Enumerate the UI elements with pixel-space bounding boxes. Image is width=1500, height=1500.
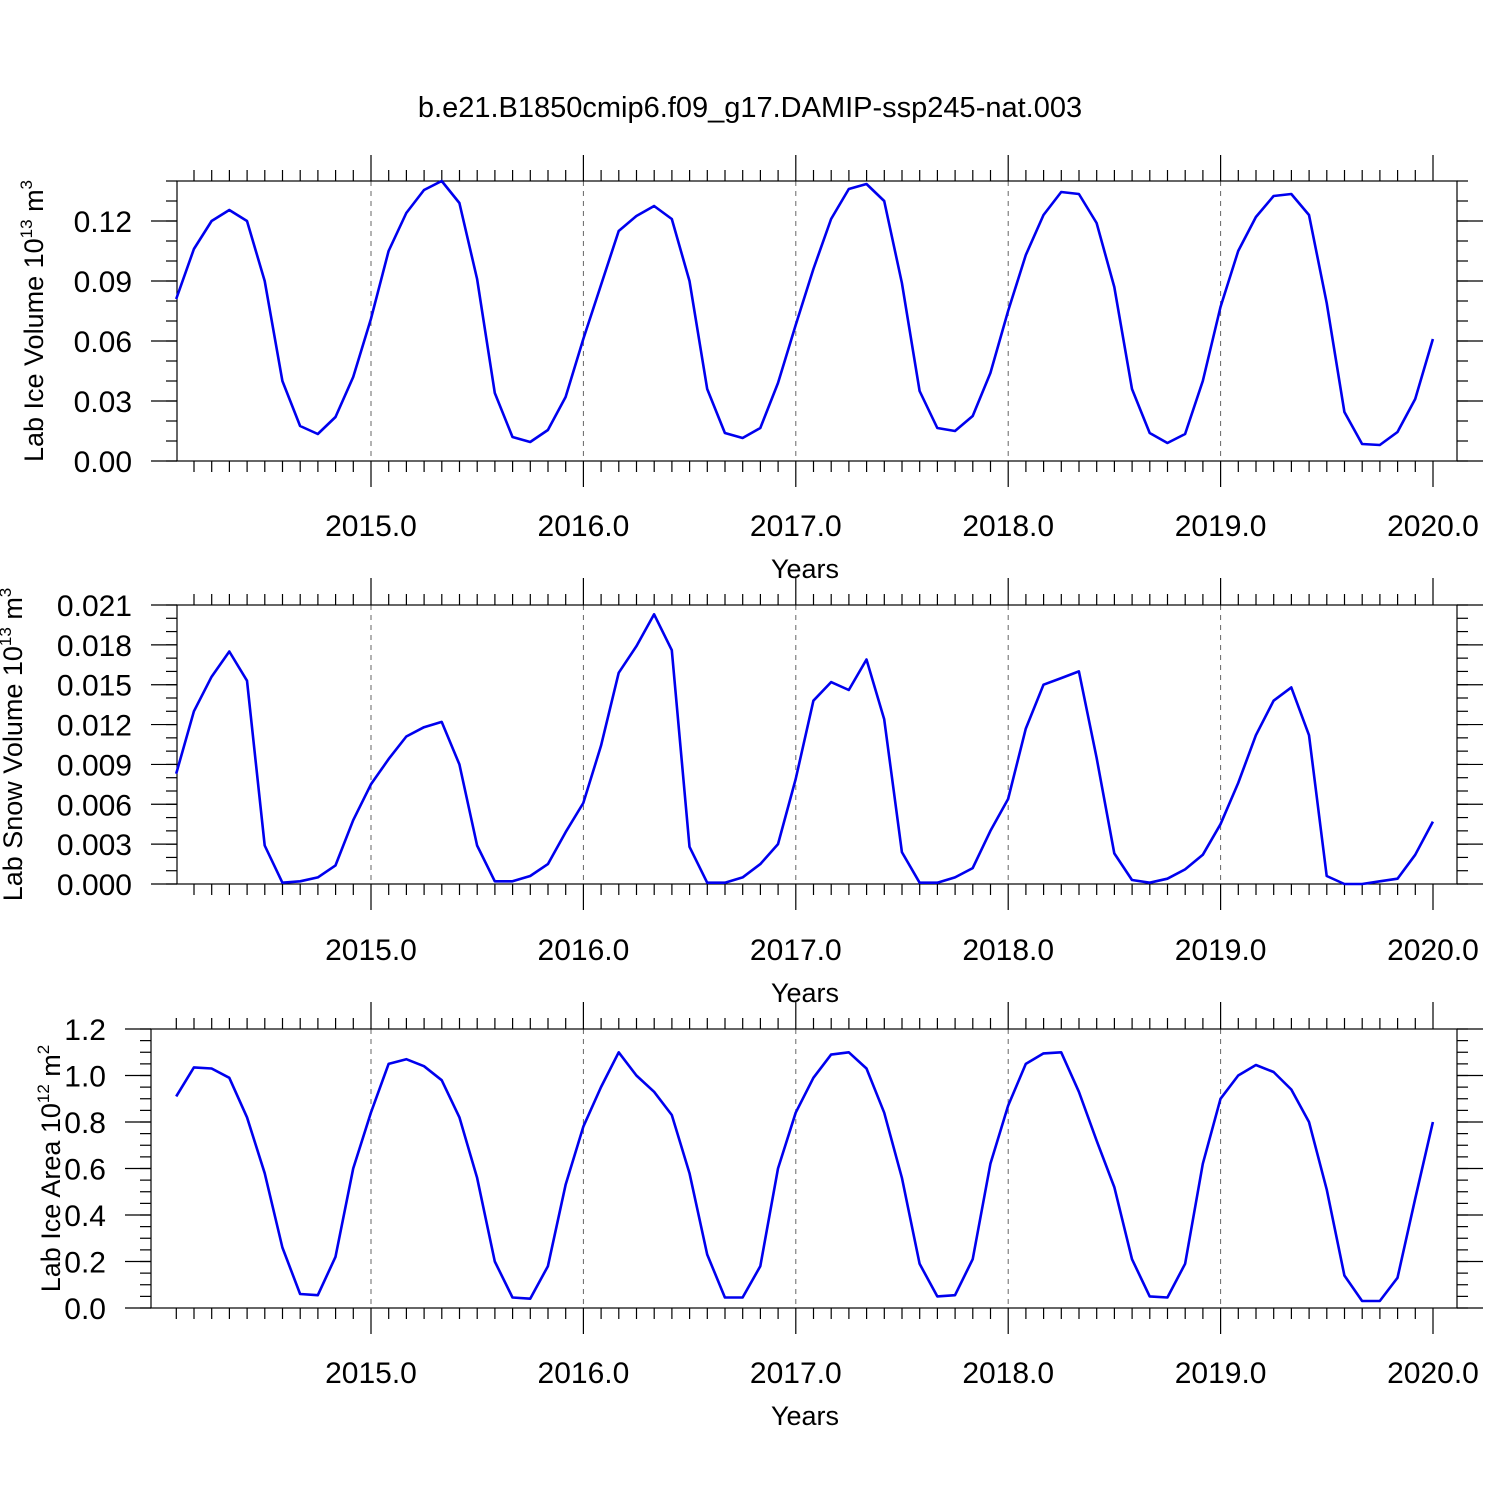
x-tick-label: 2016.0 <box>538 1357 630 1390</box>
series-line <box>174 612 1435 886</box>
y-tick-label: 0.06 <box>74 326 132 359</box>
x-tick-label: 2018.0 <box>962 1357 1054 1390</box>
y-tick-label: 0.03 <box>74 386 132 419</box>
x-tick-label: 2018.0 <box>962 934 1054 967</box>
y-tick-label: 0.00 <box>74 446 132 479</box>
plot-frame <box>176 604 1458 885</box>
y-tick-label: 1.2 <box>64 1014 106 1047</box>
series-line <box>174 179 1435 447</box>
series-line <box>175 1051 1435 1303</box>
y-tick-label: 0.021 <box>57 590 132 623</box>
x-tick-label: 2020.0 <box>1387 1357 1479 1390</box>
y-tick-label: 0.006 <box>57 789 132 822</box>
panel-1: 0.00 0.03 0.06 0.09 0.12 2015.0 2016.0 2017.0 20… <box>17 155 1483 584</box>
x-tick-label: 2019.0 <box>1175 934 1267 967</box>
y-tick-label: 0.009 <box>57 749 132 782</box>
x-tick-label: 2020.0 <box>1387 934 1479 967</box>
y-axis-label: Lab Snow Volume 1013 m3 <box>0 588 28 902</box>
x-tick-label: 2018.0 <box>962 510 1054 543</box>
y-tick-label: 0.4 <box>64 1200 106 1233</box>
y-tick-label: 0.012 <box>57 710 132 743</box>
x-tick-label: 2015.0 <box>325 1357 417 1390</box>
x-tick-label: 2016.0 <box>538 934 630 967</box>
x-tick-label: 2017.0 <box>750 510 842 543</box>
x-axis-label: Years <box>771 978 839 1008</box>
x-tick-label: 2019.0 <box>1175 510 1267 543</box>
y-tick-label: 0.015 <box>57 670 132 703</box>
panels: 0.00 0.03 0.06 0.09 0.12 2015.0 2016.0 2017.0 20… <box>0 155 1483 1431</box>
x-tick-label: 2020.0 <box>1387 510 1479 543</box>
y-tick-label: 0.09 <box>74 266 132 299</box>
plot-frame <box>150 1028 1458 1309</box>
y-axis-label: Lab Ice Area 1012 m2 <box>34 1045 66 1293</box>
y-tick-label: 0.000 <box>57 869 132 902</box>
panel-2: 0.000 0.003 0.006 0.009 0.012 0.015 0.018 0.021… <box>0 578 1483 1008</box>
panel-3: 0.0 0.2 0.4 0.6 0.8 1.0 1.2 2015.0 2016.0 2017.0 2… <box>34 1002 1483 1431</box>
y-tick-label: 1.0 <box>64 1061 106 1094</box>
y-tick-label: 0.003 <box>57 829 132 862</box>
y-tick-label: 0.0 <box>64 1293 106 1326</box>
y-tick-label: 0.018 <box>57 630 132 663</box>
y-tick-label: 0.8 <box>64 1107 106 1140</box>
y-tick-label: 0.12 <box>74 206 132 239</box>
y-axis-label: Lab Ice Volume 1013 m3 <box>17 180 49 462</box>
x-tick-label: 2016.0 <box>538 510 630 543</box>
x-tick-label: 2015.0 <box>325 510 417 543</box>
x-axis-label: Years <box>771 1401 839 1431</box>
y-tick-label: 0.6 <box>64 1154 106 1187</box>
x-tick-label: 2019.0 <box>1175 1357 1267 1390</box>
x-tick-label: 2015.0 <box>325 934 417 967</box>
x-tick-label: 2017.0 <box>750 1357 842 1390</box>
y-tick-label: 0.2 <box>64 1247 106 1280</box>
figure-title: b.e21.B1850cmip6.f09_g17.DAMIP-ssp245-na… <box>418 92 1082 124</box>
x-tick-label: 2017.0 <box>750 934 842 967</box>
x-axis-label: Years <box>771 554 839 584</box>
